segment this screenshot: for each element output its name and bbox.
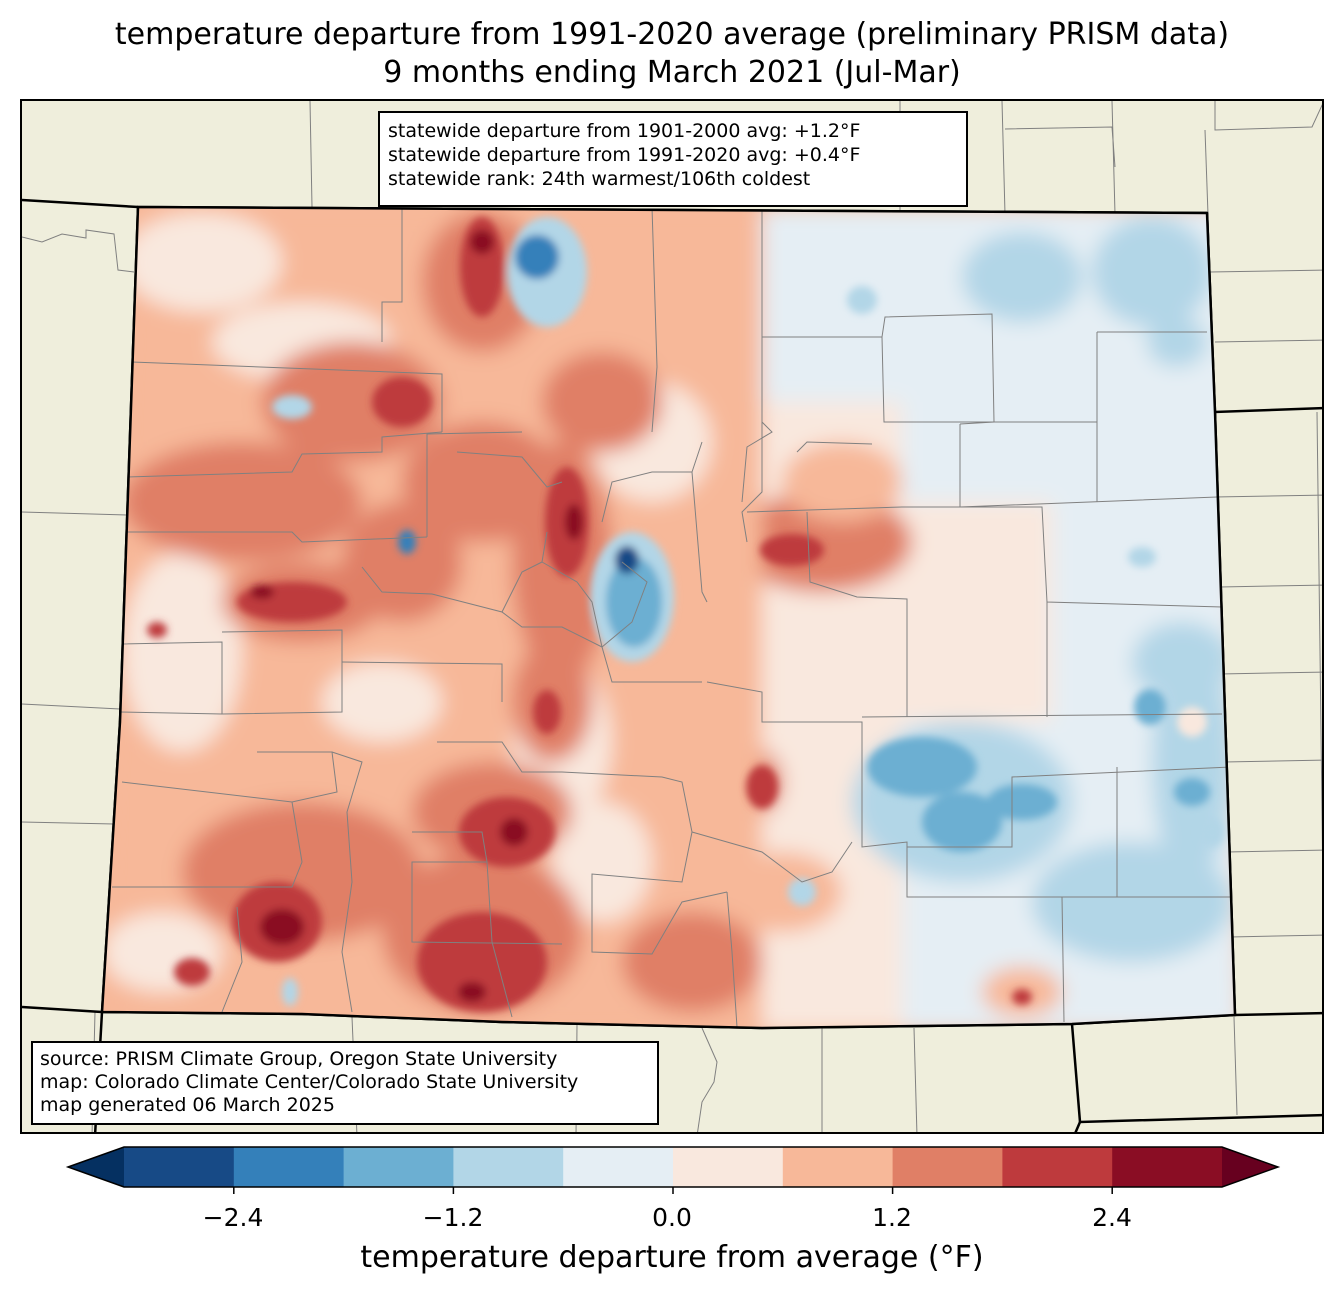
- stats-line-1991-2020: statewide departure from 1991-2020 avg: …: [388, 144, 861, 166]
- statewide-stats-box: statewide departure from 1901-2000 avg: …: [378, 111, 968, 207]
- colorbar-segment: [892, 1147, 1003, 1187]
- neighbor-state-borders: [22, 101, 1322, 1132]
- temperature-anomaly-field: [102, 207, 1235, 1028]
- colorbar-segment: [124, 1147, 235, 1187]
- colorbar-segment: [673, 1147, 784, 1187]
- colorbar-segment: [453, 1147, 564, 1187]
- colorbar-tick-label: −2.4: [202, 1203, 264, 1232]
- generated-date-line: map generated 06 March 2025: [40, 1094, 335, 1116]
- colorbar-label: temperature departure from average (°F): [360, 1240, 984, 1275]
- colorbar-tick-label: 2.4: [1092, 1203, 1132, 1232]
- colorbar-tick-label: 1.2: [872, 1203, 912, 1232]
- colorbar-tick-label: 0.0: [652, 1203, 692, 1232]
- colorbar-segment: [563, 1147, 674, 1187]
- colorado-map: [22, 101, 1322, 1132]
- map-panel: [20, 99, 1324, 1134]
- county-borders: [112, 207, 1233, 1028]
- colorbar-segment: [782, 1147, 894, 1187]
- source-box: source: PRISM Climate Group, Oregon Stat…: [31, 1041, 659, 1125]
- colorado-border: [100, 205, 1237, 1030]
- source-line: source: PRISM Climate Group, Oregon Stat…: [40, 1048, 558, 1070]
- stats-line-1901-2000: statewide departure from 1901-2000 avg: …: [388, 120, 861, 142]
- stats-line-rank: statewide rank: 24th warmest/106th colde…: [388, 168, 811, 190]
- map-title-line2: 9 months ending March 2021 (Jul-Mar): [383, 55, 961, 90]
- colorbar-segment: [343, 1147, 454, 1187]
- colorbar: [65, 1146, 1281, 1194]
- colorbar-outline: [65, 1146, 1281, 1188]
- colorbar-segment: [233, 1147, 345, 1187]
- colorbar-extend-high: [1222, 1147, 1278, 1187]
- colorbar-segment: [1002, 1147, 1113, 1187]
- map-title-line1: temperature departure from 1991-2020 ave…: [114, 17, 1230, 52]
- map-credit-line: map: Colorado Climate Center/Colorado St…: [40, 1071, 579, 1093]
- colorbar-tick-label: −1.2: [422, 1203, 484, 1232]
- colorbar-extend-low: [68, 1147, 124, 1187]
- colorbar-segment: [1112, 1147, 1223, 1187]
